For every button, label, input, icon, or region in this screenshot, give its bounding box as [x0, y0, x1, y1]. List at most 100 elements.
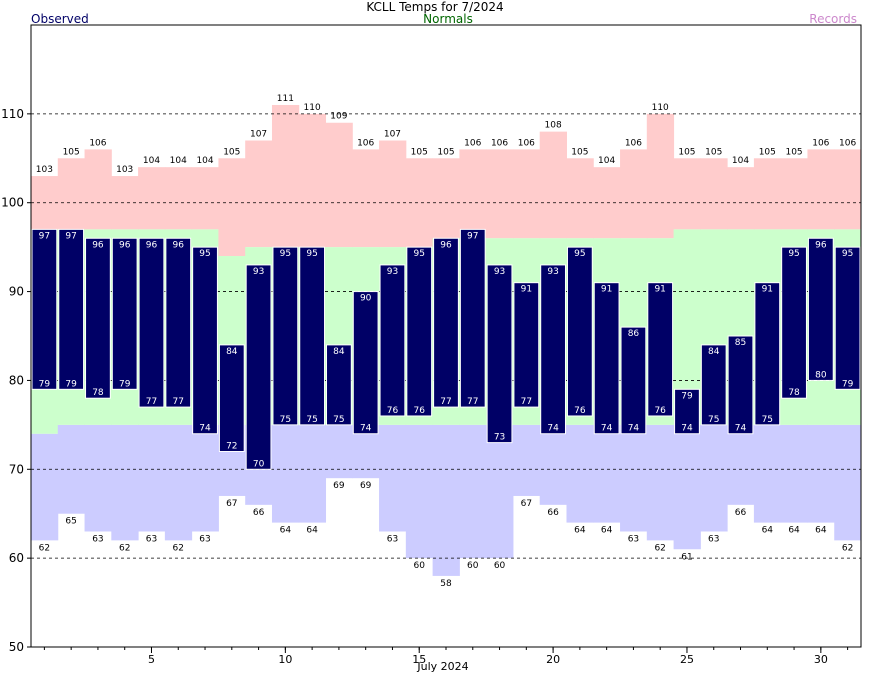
record-high-band	[673, 158, 701, 230]
record-high-label: 103	[116, 165, 133, 175]
record-low-band	[271, 424, 300, 523]
observed-high-label: 79	[681, 391, 693, 401]
observed-high-label: 97	[65, 231, 76, 241]
y-tick-label: 70	[9, 462, 24, 476]
y-tick-label: 60	[9, 551, 24, 565]
observed-low-label: 74	[601, 424, 613, 434]
observed-bar-day-16	[433, 237, 459, 408]
observed-low-label: 76	[574, 406, 586, 416]
record-low-label: 63	[92, 534, 103, 544]
observed-high-label: 84	[708, 347, 720, 357]
record-low-label: 64	[306, 526, 318, 536]
record-low-band	[807, 424, 835, 523]
observed-bar-day-29	[781, 246, 807, 399]
record-high-band	[753, 158, 782, 230]
record-low-label: 61	[681, 552, 692, 562]
record-low-label: 63	[708, 534, 719, 544]
observed-high-label: 96	[146, 240, 158, 250]
record-high-band	[780, 158, 808, 230]
chart-title: KCLL Temps for 7/2024	[366, 0, 504, 14]
observed-high-label: 91	[601, 285, 612, 295]
record-low-band	[405, 424, 434, 559]
y-tick-label: 110	[1, 107, 24, 121]
observed-low-label: 78	[788, 388, 800, 398]
record-low-label: 66	[735, 508, 747, 518]
record-high-label: 107	[384, 130, 401, 140]
observed-high-label: 96	[440, 240, 452, 250]
observed-high-label: 95	[574, 249, 585, 259]
record-high-label: 104	[196, 156, 213, 166]
x-tick-label: 5	[148, 653, 155, 666]
x-tick-label: 15	[412, 653, 426, 666]
observed-bar-day-17	[459, 228, 486, 408]
record-low-label: 64	[815, 526, 827, 536]
record-low-label: 66	[253, 508, 265, 518]
observed-high-label: 91	[654, 285, 665, 295]
observed-low-label: 77	[146, 397, 157, 407]
record-high-label: 105	[223, 147, 240, 157]
record-high-label: 106	[464, 138, 481, 148]
observed-high-label: 96	[815, 240, 827, 250]
x-tick-label: 10	[278, 653, 292, 666]
observed-bar-day-8	[218, 344, 245, 453]
y-tick-label: 50	[9, 640, 24, 654]
record-low-label: 63	[146, 534, 157, 544]
x-axis-label: July 2024	[417, 660, 469, 673]
observed-low-label: 74	[360, 424, 372, 434]
record-high-label: 105	[759, 147, 776, 157]
observed-high-label: 93	[494, 267, 505, 277]
record-high-label: 111	[277, 94, 294, 104]
record-high-band	[191, 167, 219, 230]
record-high-band	[620, 149, 648, 239]
record-high-label: 104	[170, 156, 187, 166]
record-low-label: 63	[387, 534, 398, 544]
observed-low-label: 79	[119, 379, 131, 389]
observed-bar-day-13	[352, 291, 379, 435]
record-low-label: 62	[39, 543, 50, 553]
record-low-band	[539, 424, 567, 505]
record-low-band	[700, 424, 728, 532]
record-high-band	[271, 104, 300, 248]
record-low-band	[834, 424, 862, 541]
record-high-band	[138, 167, 166, 230]
observed-high-label: 95	[199, 249, 210, 259]
record-high-label: 110	[304, 103, 321, 113]
record-high-label: 105	[705, 147, 722, 157]
x-tick-label: 20	[546, 653, 560, 666]
record-high-label: 106	[491, 138, 508, 148]
observed-high-label: 84	[226, 347, 238, 357]
record-high-band	[164, 167, 193, 230]
y-tick-label: 90	[9, 285, 24, 299]
observed-low-label: 75	[333, 415, 344, 425]
record-low-band	[164, 424, 193, 541]
observed-high-label: 86	[628, 329, 640, 339]
record-low-label: 64	[601, 526, 613, 536]
observed-high-label: 85	[735, 338, 746, 348]
record-low-band	[673, 424, 701, 550]
observed-bar-day-3	[85, 237, 111, 399]
record-low-band	[298, 424, 327, 523]
record-low-label: 64	[280, 526, 292, 536]
observed-high-label: 90	[360, 294, 372, 304]
record-high-label: 105	[571, 147, 588, 157]
observed-low-label: 79	[842, 379, 854, 389]
observed-bar-day-7	[192, 246, 218, 435]
observed-low-label: 76	[654, 406, 666, 416]
legend-records: Records	[809, 12, 857, 26]
record-low-band	[379, 424, 407, 532]
observed-bar-day-6	[165, 237, 192, 408]
record-high-label: 103	[36, 165, 53, 175]
observed-bar-day-30	[807, 237, 834, 381]
observed-low-label: 74	[681, 424, 693, 434]
observed-low-label: 72	[226, 442, 237, 452]
observed-high-label: 96	[119, 240, 131, 250]
record-low-band	[432, 424, 460, 576]
observed-low-label: 75	[306, 415, 317, 425]
record-low-band	[620, 424, 648, 532]
observed-low-label: 74	[199, 424, 211, 434]
x-tick-label: 30	[814, 653, 828, 666]
observed-low-label: 74	[735, 424, 747, 434]
record-high-band	[512, 149, 541, 239]
record-high-band	[432, 158, 460, 239]
record-high-label: 105	[437, 147, 454, 157]
